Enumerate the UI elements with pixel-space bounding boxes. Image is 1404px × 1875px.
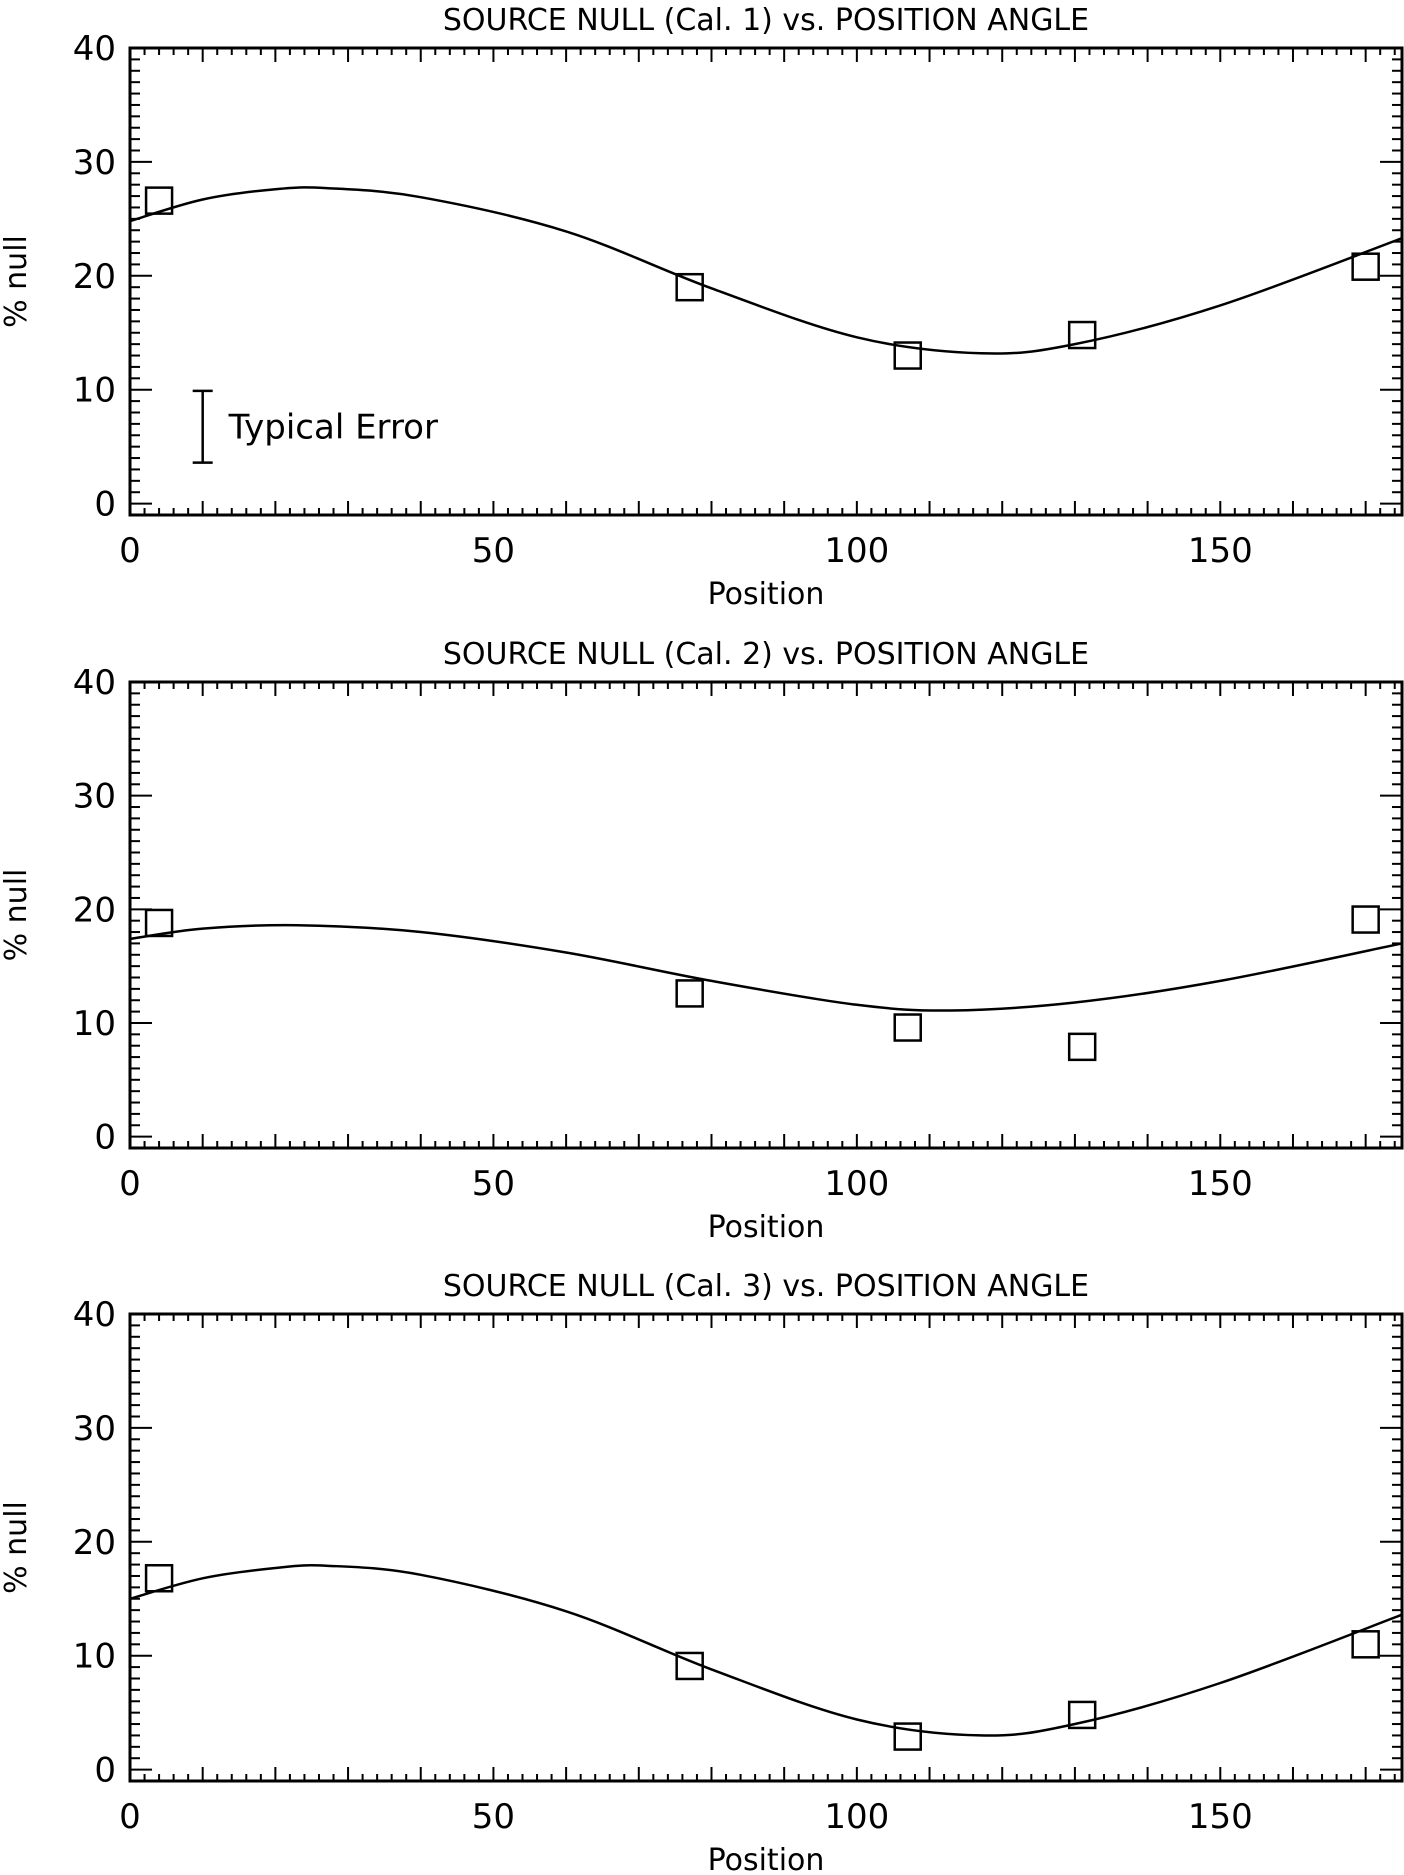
chart-panel-3: SOURCE NULL (Cal. 3) vs. POSITION ANGLE 0… [0,1269,1404,1875]
chart-title: SOURCE NULL (Cal. 1) vs. POSITION ANGLE [443,3,1089,38]
fit-curve [129,186,1403,355]
x-tick-label: 100 [824,1164,889,1204]
y-axis-label: % null [0,1501,34,1594]
plot-frame [128,680,1404,1150]
chart-title: SOURCE NULL (Cal. 2) vs. POSITION ANGLE [443,637,1089,672]
data-point-marker [893,1013,922,1042]
y-tick-label: 0 [94,1118,116,1158]
y-tick-label: 40 [73,29,116,69]
x-tick-label: 0 [119,1164,141,1204]
y-tick-label: 10 [73,1637,116,1677]
x-tick-label: 150 [1188,1164,1253,1204]
fit-curve [129,1564,1403,1737]
x-tick-label: 50 [472,1164,515,1204]
fit-curve [129,923,1403,1012]
chart-panel-2: SOURCE NULL (Cal. 2) vs. POSITION ANGLE 0… [0,637,1404,1245]
x-tick-label: 0 [119,1797,141,1837]
y-tick-label: 10 [73,371,116,411]
plot-frame [128,1312,1404,1783]
data-point-marker [1067,1032,1097,1062]
y-tick-label: 0 [94,485,116,525]
x-tick-label: 150 [1188,531,1253,571]
x-axis-label: Position [708,1210,825,1245]
chart-title: SOURCE NULL (Cal. 3) vs. POSITION ANGLE [443,1269,1089,1304]
data-point-marker [1351,1630,1380,1659]
x-tick-label: 0 [119,531,141,571]
data-point-marker [675,272,704,302]
y-tick-label: 30 [73,1409,116,1449]
data-point-marker [893,1722,922,1751]
x-tick-label: 50 [472,531,515,571]
y-tick-label: 30 [73,143,116,183]
y-tick-label: 40 [73,1295,116,1335]
y-tick-label: 40 [73,663,116,703]
y-tick-label: 20 [73,890,116,930]
x-axis-label: Position [708,1843,825,1875]
data-point-marker [144,186,174,215]
x-tick-label: 100 [824,531,889,571]
typical-error-label: Typical Error [228,408,438,448]
data-point-marker [1067,1700,1097,1730]
y-tick-label: 0 [94,1751,116,1791]
y-tick-label: 20 [73,1523,116,1563]
data-point-marker [1351,252,1380,281]
chart-panel-1: SOURCE NULL (Cal. 1) vs. POSITION ANGLE 0… [0,3,1404,612]
data-point-marker [1351,905,1380,934]
y-axis-label: % null [0,869,34,962]
x-tick-label: 100 [824,1797,889,1837]
x-tick-label: 150 [1188,1797,1253,1837]
data-point-marker [675,979,704,1008]
y-tick-label: 30 [73,777,116,817]
y-tick-label: 10 [73,1004,116,1044]
data-point-marker [1067,320,1097,350]
data-point-marker [893,341,922,370]
y-axis-label: % null [0,235,34,328]
data-point-marker [144,908,174,938]
x-tick-label: 50 [472,1797,515,1837]
plot-frame [128,46,1404,517]
x-axis-label: Position [708,577,825,612]
y-tick-label: 20 [73,257,116,297]
